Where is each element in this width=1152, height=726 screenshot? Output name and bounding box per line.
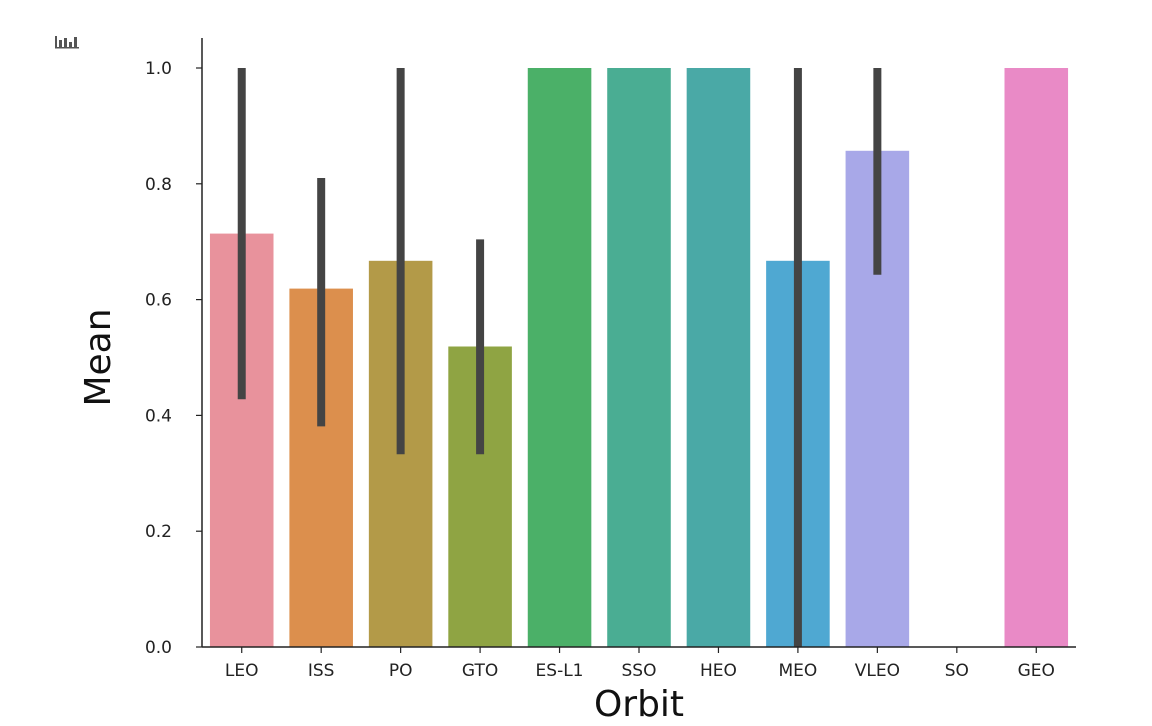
x-axis-title: Orbit	[594, 684, 684, 725]
y-tick-label: 0.6	[145, 291, 172, 311]
x-tick-label: ES-L1	[536, 661, 584, 681]
x-tick-label: HEO	[700, 661, 737, 681]
x-tick-label: MEO	[779, 661, 818, 681]
y-tick-label: 0.8	[145, 175, 172, 195]
y-tick-label: 0.4	[145, 406, 172, 426]
x-tick-label: SO	[945, 661, 969, 681]
x-tick-label: GEO	[1018, 661, 1055, 681]
bar-heo	[686, 68, 751, 647]
x-tick-label: LEO	[225, 661, 259, 681]
error-bars-layer	[237, 68, 882, 647]
bar-chart-icon[interactable]	[54, 34, 88, 50]
y-tick-label: 0.2	[145, 522, 172, 542]
x-tick-label: SSO	[622, 661, 657, 681]
x-tick-label: ISS	[308, 661, 335, 681]
y-axis-title: Mean	[78, 308, 119, 406]
y-ticks: 0.0 0.2 0.4 0.6 0.8 1.0	[145, 59, 202, 658]
y-tick-label: 0.0	[145, 638, 172, 658]
x-tick-label: PO	[389, 661, 413, 681]
bar-geo	[1004, 68, 1069, 647]
bars-layer	[209, 68, 1069, 647]
y-tick-label: 1.0	[145, 59, 172, 79]
x-tick-label: VLEO	[855, 661, 900, 681]
x-tick-label: GTO	[462, 661, 498, 681]
bar-es-l1	[527, 68, 592, 647]
bar-sso	[607, 68, 671, 647]
x-ticks: LEO ISS PO GTO ES-L1 SSO HEO MEO VLEO SO GEO	[225, 647, 1055, 681]
